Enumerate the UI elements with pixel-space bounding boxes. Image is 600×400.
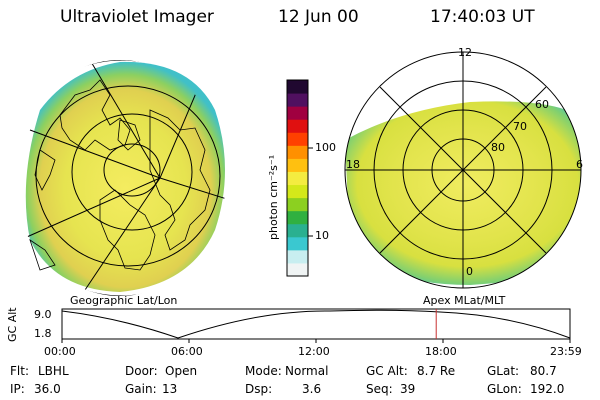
info-seq-key: Seq: (366, 382, 393, 396)
info-glat-key: GLat: (487, 364, 520, 378)
info-flt-value: LBHL (38, 364, 69, 378)
magnetic-grid (344, 51, 582, 289)
geo-emission-fill (25, 61, 225, 292)
info-ip-value: 36.0 (34, 382, 61, 396)
timeline-ticks (61, 339, 571, 343)
colorbar-segment (287, 80, 308, 94)
info-mode-value: Normal (285, 364, 329, 378)
date-label: 12 Jun 00 (278, 7, 359, 27)
colorbar-segment (287, 249, 308, 264)
timeline-ytick-1-8: 1.8 (34, 327, 52, 340)
geo-coastlines (29, 79, 211, 271)
geo-grid (14, 60, 226, 296)
colorbar-segment (287, 262, 308, 277)
colorbar-segment (287, 210, 308, 225)
info-gcalt-value: 8.7 Re (417, 364, 456, 378)
info-dsp-value: 3.6 (302, 382, 322, 396)
mlt-label-6: 6 (576, 158, 583, 171)
timeline-xtick-1200: 12:00 (298, 345, 330, 358)
mlt-label-18: 18 (346, 158, 360, 171)
timeline-xtick-0600: 06:00 (171, 345, 203, 358)
colorbar-tick-100: 100 (315, 141, 336, 154)
colorbar-segment (287, 119, 308, 133)
colorbar-segment (287, 158, 308, 172)
colorbar-segment (287, 145, 308, 159)
info-door-key: Door: (125, 364, 158, 378)
altitude-curve (61, 309, 571, 339)
info-mode-key: Mode: (245, 364, 282, 378)
mlat-label-70: 70 (513, 120, 527, 133)
info-ip-key: IP: (10, 382, 25, 396)
timeline-axis-label: GC Alt (6, 307, 19, 342)
colorbar-segment (287, 93, 308, 107)
info-gcalt-key: GC Alt: (366, 364, 408, 378)
colorbar-segment (287, 223, 308, 238)
info-gain-key: Gain: (125, 382, 157, 396)
left-panel-caption: Geographic Lat/Lon (70, 294, 178, 307)
info-gain-value: 13 (162, 382, 178, 396)
colorbar-segment (287, 106, 308, 120)
mlt-label-0: 0 (466, 265, 473, 278)
info-glon-key: GLon: (487, 382, 522, 396)
info-flt-key: Flt: (10, 364, 29, 378)
colorbar-segment (287, 236, 308, 251)
mlat-label-80: 80 (491, 141, 505, 154)
mlt-label-12: 12 (458, 46, 472, 59)
mlat-label-60: 60 (535, 98, 549, 111)
info-dsp-key: Dsp: (245, 382, 273, 396)
info-seq-value: 39 (400, 382, 416, 396)
colorbar-segment (287, 171, 308, 186)
right-panel-caption: Apex MLat/MLT (423, 294, 506, 307)
colorbar-tick-10: 10 (315, 229, 329, 242)
info-door-value: Open (165, 364, 198, 378)
colorbar-segment (287, 184, 308, 199)
timeline-xtick-0000: 00:00 (44, 345, 76, 358)
timeline-xtick-1800: 18:00 (425, 345, 457, 358)
info-glat-value: 80.7 (530, 364, 557, 378)
colorbar-segment (287, 132, 308, 146)
timeline-xtick-2359: 23:59 (550, 345, 582, 358)
app-title: Ultraviolet Imager (60, 7, 214, 27)
info-glon-value: 192.0 (530, 382, 565, 396)
timeline-ytick-9: 9.0 (34, 308, 52, 321)
colorbar-segment (287, 197, 308, 212)
time-label: 17:40:03 UT (430, 7, 535, 27)
